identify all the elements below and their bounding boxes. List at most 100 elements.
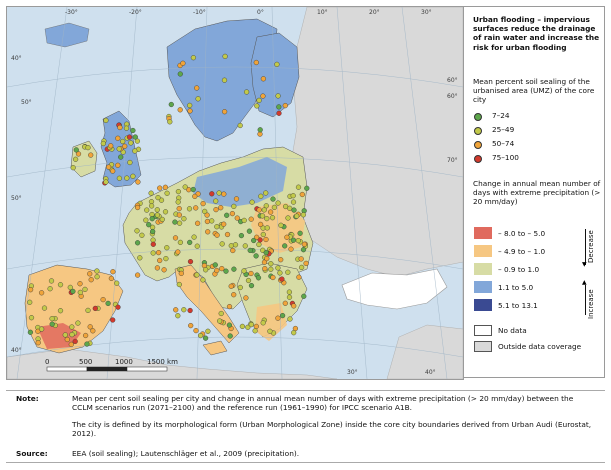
city-dot xyxy=(257,127,263,133)
city-dot xyxy=(167,119,173,125)
city-dot xyxy=(257,237,263,243)
city-dot xyxy=(173,307,179,313)
city-dot xyxy=(226,304,233,310)
city-dot xyxy=(287,316,293,322)
coord-label: 70° xyxy=(447,157,458,164)
city-dot xyxy=(219,241,225,247)
sicily-land xyxy=(202,340,228,356)
city-dot xyxy=(268,266,274,272)
city-dot xyxy=(123,125,130,131)
map-panel: -30° -20° -10° 0° 10° 20° 30° 40° 50° 60… xyxy=(6,6,464,380)
city-dot xyxy=(69,324,75,330)
city-dot xyxy=(278,257,284,263)
city-dot xyxy=(274,61,280,68)
no-data-label: No data xyxy=(498,326,527,335)
city-dot xyxy=(163,256,169,262)
city-dot xyxy=(69,332,75,338)
city-dot xyxy=(267,328,273,334)
city-dot xyxy=(176,281,182,288)
city-dot xyxy=(87,324,93,330)
city-dot xyxy=(275,265,281,271)
city-dot xyxy=(127,159,133,166)
city-dot xyxy=(222,109,228,115)
city-dot xyxy=(264,216,270,222)
city-dot xyxy=(304,185,310,191)
precip-class-row: – 0.9 to 1.0 xyxy=(474,263,574,277)
precip-class-row: 1.1 to 5.0 xyxy=(474,281,574,295)
city-dot xyxy=(223,268,229,274)
sealing-class-label: 50–74 xyxy=(492,139,515,148)
city-dot xyxy=(154,207,160,213)
city-dot xyxy=(282,300,288,306)
city-dot xyxy=(28,287,34,293)
city-dot xyxy=(175,313,181,319)
city-dot xyxy=(256,207,262,213)
city-dot xyxy=(299,264,305,271)
city-dot xyxy=(132,134,138,140)
city-dot xyxy=(224,231,231,238)
city-dot xyxy=(248,283,255,289)
coord-label: 60° xyxy=(447,93,458,100)
city-dot xyxy=(301,293,307,299)
city-dot xyxy=(144,207,150,213)
city-dot xyxy=(88,277,94,283)
city-dot xyxy=(259,213,266,219)
city-dot xyxy=(195,220,201,226)
city-dot xyxy=(75,320,81,326)
city-dot xyxy=(298,256,304,262)
scale-label: 1000 xyxy=(115,358,133,366)
city-dot xyxy=(181,307,187,313)
city-dot xyxy=(150,250,156,256)
city-dot xyxy=(239,323,246,330)
city-dot xyxy=(244,89,250,95)
city-dot xyxy=(90,328,96,334)
city-dot xyxy=(243,295,249,301)
outside-coverage-label: Outside data coverage xyxy=(498,342,582,351)
city-dot xyxy=(204,212,210,218)
city-dot xyxy=(287,205,293,211)
city-dot xyxy=(275,315,281,321)
city-dot xyxy=(269,215,276,221)
city-dot xyxy=(156,250,162,256)
city-dot xyxy=(268,261,274,267)
legend-title: Urban flooding – impervious surfaces red… xyxy=(473,15,600,52)
city-dot xyxy=(149,203,155,209)
city-dot xyxy=(146,222,152,228)
city-dot xyxy=(135,272,141,278)
city-dot xyxy=(186,206,193,212)
city-dot xyxy=(238,233,245,239)
city-dot xyxy=(187,239,193,246)
city-dot xyxy=(175,189,182,195)
coord-label: 60° xyxy=(447,77,458,84)
city-dot xyxy=(49,316,55,322)
city-dot xyxy=(168,101,174,108)
city-dot xyxy=(158,197,165,203)
city-dot xyxy=(193,205,199,211)
city-dot xyxy=(198,333,204,339)
city-dot xyxy=(241,217,247,224)
sealing-class-label: 75–100 xyxy=(492,153,519,162)
source-key: Source: xyxy=(16,449,48,458)
precip-class-row: – 4.9 to – 1.0 xyxy=(474,245,574,259)
city-dot xyxy=(268,209,274,215)
city-dot xyxy=(103,117,109,124)
city-dot xyxy=(295,238,301,244)
city-dot xyxy=(155,195,161,201)
europe-map xyxy=(7,7,463,379)
city-dot xyxy=(128,140,134,146)
city-dot xyxy=(70,165,76,171)
coord-label: 40° xyxy=(11,55,22,62)
city-dot xyxy=(297,230,303,236)
city-dot xyxy=(270,196,276,202)
city-dot xyxy=(242,243,248,249)
coord-label: 40° xyxy=(11,347,22,354)
city-dot xyxy=(75,151,82,157)
note-paragraph-2: The city is defined by its morphological… xyxy=(72,420,592,439)
city-dot xyxy=(263,190,269,196)
city-dot xyxy=(213,198,219,204)
city-dot xyxy=(260,93,266,99)
down-arrowhead-icon: ▼ xyxy=(582,261,587,268)
city-dot xyxy=(187,307,193,314)
increase-arrow-icon xyxy=(585,285,586,315)
city-dot xyxy=(299,191,305,198)
